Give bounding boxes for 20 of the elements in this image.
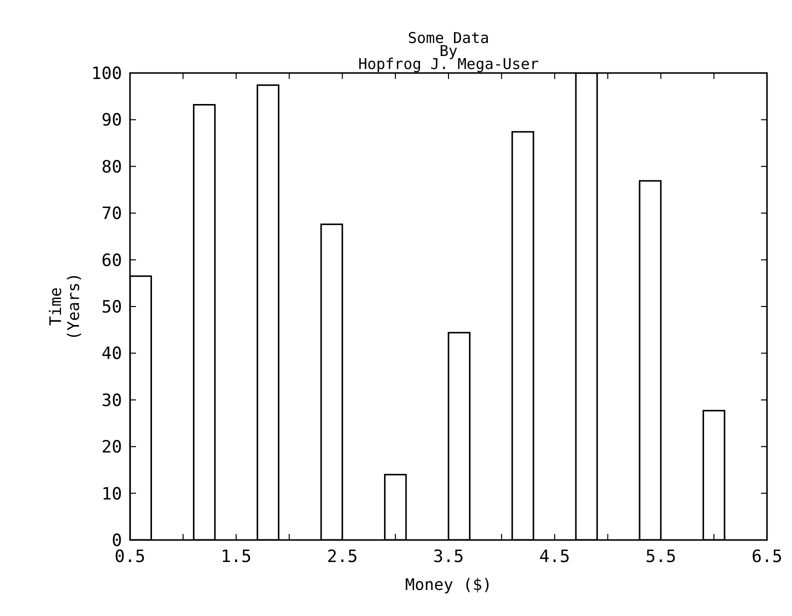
y-tick-label: 90 [102,110,122,131]
y-tick-label: 40 [102,344,122,364]
x-tick-label: 5.5 [645,547,676,567]
x-tick-label: 0.5 [114,547,146,567]
x-tick-label: 4.5 [539,547,570,567]
x-tick-label: 1.5 [220,547,252,567]
x-tick-label: 6.5 [752,547,782,567]
y-tick-label: 20 [102,438,122,458]
chart-title: Some Data By Hopfrog J. Mega-User [358,29,539,73]
y-tick-label: 30 [102,390,122,411]
y-tick-label: 10 [102,484,122,504]
y-tick-label: 80 [102,157,122,178]
y-tick-label: 100 [91,64,122,84]
x-axis-title: Money ($) [405,575,492,594]
y-axis-title: Time (Years) [46,272,83,340]
y-tick-label: 70 [102,204,122,224]
x-tick-label: 2.5 [326,547,358,567]
y-tick-label: 60 [102,250,122,271]
y-tick-label: 50 [102,297,122,318]
x-tick-label: 3.5 [433,547,464,567]
